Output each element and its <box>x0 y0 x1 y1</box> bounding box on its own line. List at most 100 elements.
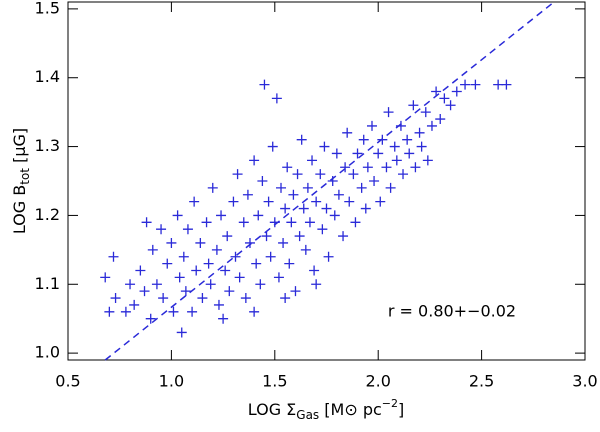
point <box>294 231 305 242</box>
point <box>309 265 320 276</box>
point <box>329 210 340 221</box>
point <box>104 306 115 317</box>
point <box>230 251 241 262</box>
point <box>321 203 332 214</box>
point <box>300 244 311 255</box>
point <box>311 196 322 207</box>
point <box>228 196 239 207</box>
point <box>352 148 363 159</box>
point <box>340 162 351 173</box>
point <box>242 189 253 200</box>
point <box>238 217 249 228</box>
point <box>222 231 233 242</box>
point <box>385 182 396 193</box>
point <box>141 217 152 228</box>
point <box>445 100 456 111</box>
point <box>389 141 400 152</box>
point <box>315 169 326 180</box>
point <box>240 293 251 304</box>
point <box>460 79 471 90</box>
y-tick-label: 1.5 <box>35 0 60 17</box>
point <box>404 148 415 159</box>
point <box>234 272 245 283</box>
point <box>402 134 413 145</box>
point <box>280 293 291 304</box>
point <box>288 189 299 200</box>
point <box>120 306 131 317</box>
point <box>271 93 282 104</box>
point <box>220 265 231 276</box>
point <box>304 217 315 228</box>
point <box>307 155 318 166</box>
point <box>410 162 421 173</box>
point <box>178 251 189 262</box>
point <box>311 279 322 290</box>
point <box>249 155 260 166</box>
point <box>129 299 140 310</box>
point <box>426 120 437 131</box>
y-tick-label: 1.1 <box>35 274 60 293</box>
point <box>290 286 301 297</box>
point <box>350 217 361 228</box>
point <box>439 93 450 104</box>
point <box>182 224 193 235</box>
point <box>176 327 187 338</box>
point <box>249 306 260 317</box>
point <box>375 196 386 207</box>
point <box>158 293 169 304</box>
point <box>180 286 191 297</box>
point <box>282 162 293 173</box>
point <box>108 251 119 262</box>
point <box>273 272 284 283</box>
point <box>189 196 200 207</box>
point <box>470 79 481 90</box>
point <box>259 79 270 90</box>
y-tick-label: 1.2 <box>35 205 60 224</box>
point <box>218 313 229 324</box>
point <box>344 196 355 207</box>
point <box>201 217 212 228</box>
point <box>257 176 268 186</box>
point <box>360 203 371 214</box>
y-tick-label: 1.4 <box>35 67 60 86</box>
point <box>323 251 334 262</box>
point <box>356 182 367 193</box>
point <box>408 100 419 111</box>
point <box>342 127 353 138</box>
point <box>139 286 150 297</box>
point <box>451 86 462 97</box>
point <box>211 244 222 255</box>
plot-frame <box>67 1 586 361</box>
x-tick-label: 2.5 <box>469 372 494 391</box>
point <box>416 141 427 152</box>
point <box>348 169 359 180</box>
point <box>253 210 264 221</box>
point <box>422 155 433 166</box>
point <box>174 272 185 283</box>
y-tick-label: 1.3 <box>35 136 60 155</box>
point <box>244 237 255 248</box>
point <box>284 258 295 269</box>
point <box>292 169 303 180</box>
point <box>110 293 121 304</box>
point <box>333 189 344 200</box>
y-tick-label: 1.0 <box>35 343 60 362</box>
x-tick-label: 1.5 <box>262 372 287 391</box>
point <box>414 127 425 138</box>
point <box>195 237 206 248</box>
point <box>296 134 307 145</box>
y-axis-label: LOG Btot [μG] <box>10 128 32 234</box>
point <box>151 279 162 290</box>
point <box>298 203 309 214</box>
point <box>338 231 349 242</box>
point <box>501 79 512 90</box>
point <box>168 306 179 317</box>
point <box>261 231 272 242</box>
point <box>381 162 392 173</box>
point <box>398 169 409 180</box>
point <box>373 148 384 159</box>
point <box>369 176 380 186</box>
point <box>197 293 208 304</box>
point <box>302 182 313 193</box>
point <box>232 169 243 180</box>
